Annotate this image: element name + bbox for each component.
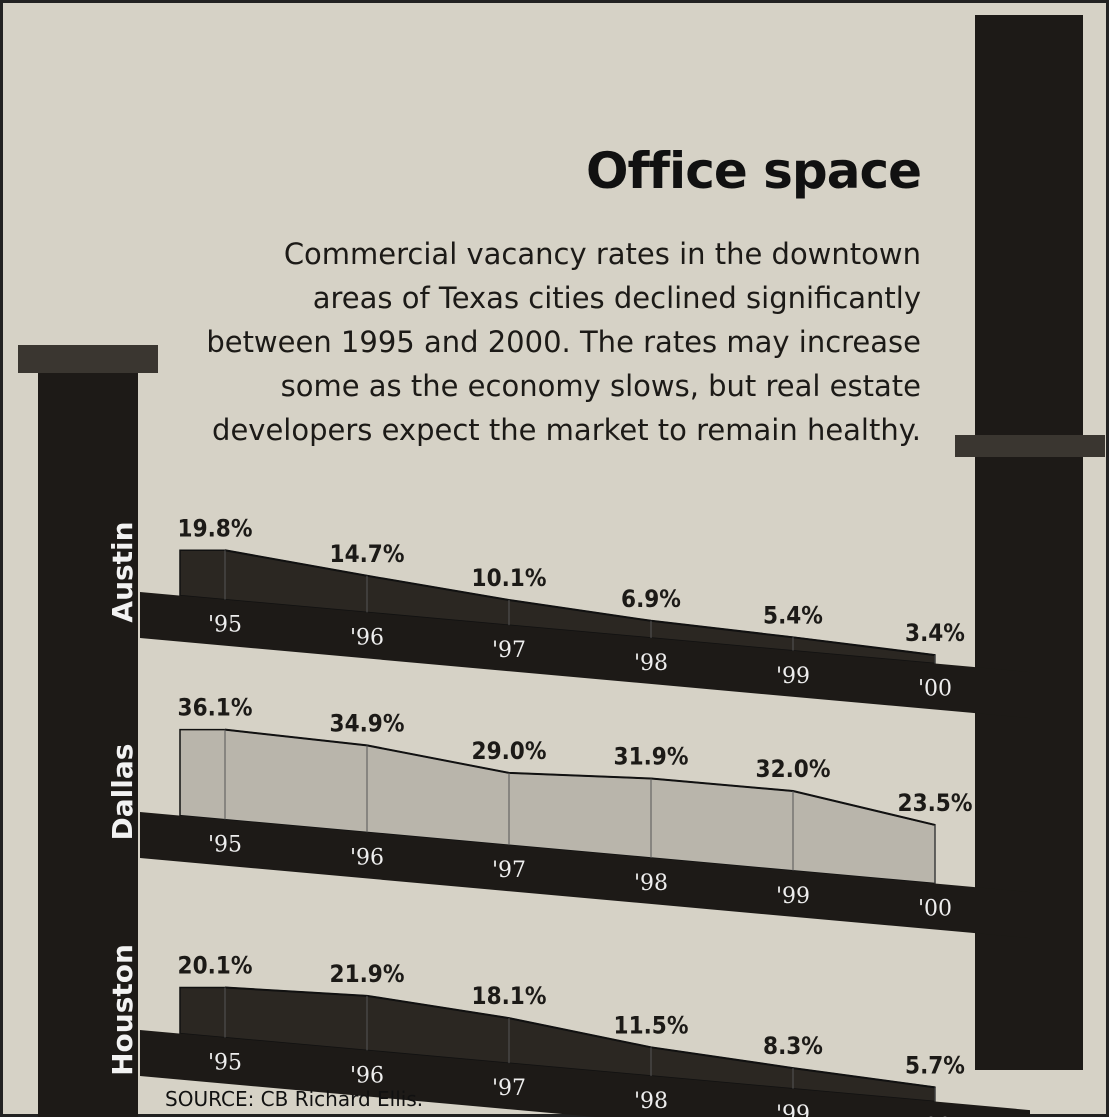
value-label: 36.1% bbox=[178, 694, 253, 722]
x-tick-label: '98 bbox=[634, 1089, 668, 1114]
chart-subtitle: Commercial vacancy rates in the downtown… bbox=[201, 232, 921, 452]
x-tick-label: '96 bbox=[350, 1063, 384, 1088]
x-tick-label: '96 bbox=[350, 845, 384, 870]
x-tick-label: '99 bbox=[776, 884, 810, 909]
value-label: 5.7% bbox=[905, 1051, 965, 1079]
x-tick-label: '99 bbox=[776, 664, 810, 689]
value-label: 20.1% bbox=[178, 952, 253, 980]
x-tick-label: '97 bbox=[492, 1076, 526, 1101]
pillar-cap bbox=[18, 345, 158, 373]
value-label: 6.9% bbox=[621, 585, 681, 613]
value-label: 18.1% bbox=[472, 982, 547, 1010]
value-label: 32.0% bbox=[756, 755, 831, 783]
x-tick-label: '98 bbox=[634, 651, 668, 676]
x-tick-label: '95 bbox=[208, 1051, 242, 1076]
value-label: 23.5% bbox=[898, 789, 973, 817]
value-label: 14.7% bbox=[330, 540, 405, 568]
x-tick-label: '99 bbox=[776, 1102, 810, 1117]
value-label: 3.4% bbox=[905, 619, 965, 647]
x-tick-label: '00 bbox=[918, 897, 952, 922]
x-tick-label: '95 bbox=[208, 833, 242, 858]
panel-title: Dallas bbox=[106, 744, 139, 841]
value-label: 29.0% bbox=[472, 737, 547, 765]
infographic: '95 19.8% '96 14.7% '97 10.1% '98 6.9% '99 5.4% '0… bbox=[0, 0, 1109, 1117]
value-label: 5.4% bbox=[763, 601, 823, 629]
x-tick-label: '97 bbox=[492, 858, 526, 883]
x-tick-label: '97 bbox=[492, 638, 526, 663]
panel-title: Austin bbox=[106, 521, 139, 622]
value-label: 11.5% bbox=[614, 1011, 689, 1039]
x-tick-label: '98 bbox=[634, 871, 668, 896]
x-tick-label: '96 bbox=[350, 625, 384, 650]
value-label: 10.1% bbox=[472, 564, 547, 592]
frame bbox=[0, 0, 1109, 1117]
chart-title: Office space bbox=[586, 142, 921, 200]
x-tick-label: '00 bbox=[918, 677, 952, 702]
source: SOURCE: CB Richard Ellis. bbox=[165, 1087, 423, 1111]
value-label: 34.9% bbox=[330, 709, 405, 737]
value-label: 21.9% bbox=[330, 960, 405, 988]
value-label: 19.8% bbox=[178, 514, 253, 542]
panel-title: Houston bbox=[106, 944, 139, 1076]
value-label: 8.3% bbox=[763, 1032, 823, 1060]
value-label: 31.9% bbox=[614, 742, 689, 770]
chart: '95 19.8% '96 14.7% '97 10.1% '98 6.9% '99 5.4% '0… bbox=[0, 0, 1109, 1117]
pillar-ledge bbox=[955, 435, 1105, 457]
x-tick-label: '95 bbox=[208, 613, 242, 638]
